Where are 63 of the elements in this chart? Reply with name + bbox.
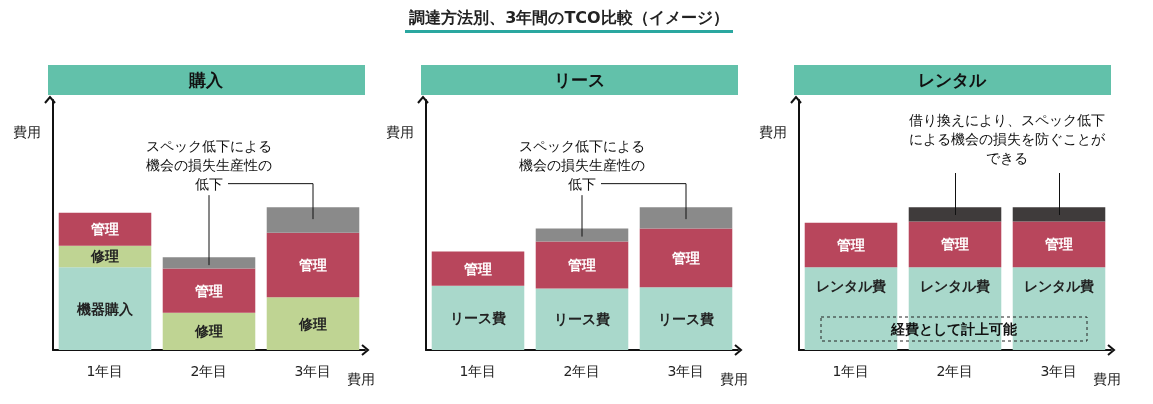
bar (431, 285, 525, 350)
bar (535, 241, 629, 289)
text: 管理 (568, 257, 596, 273)
series-label: 機器購入 (76, 300, 134, 317)
x-tick-label: 3年目 (1040, 363, 1078, 379)
chart-subtitle: レンタル (918, 70, 987, 90)
text: リース費 (658, 310, 714, 327)
bar (1012, 221, 1106, 268)
bar (908, 207, 1002, 222)
bar (1012, 207, 1106, 222)
x-axis-title: 費用 (1093, 371, 1121, 387)
text: リース費 (554, 311, 610, 328)
text: 管理 (941, 236, 969, 253)
text: レンタル費 (920, 278, 990, 295)
bar (58, 212, 152, 246)
bar (162, 312, 256, 350)
x-tick-label: 1年目 (832, 363, 870, 379)
bar (431, 251, 525, 286)
y-axis-title: 費用 (759, 123, 787, 140)
bar (58, 267, 152, 350)
x-tick-label: 2年目 (936, 363, 974, 379)
chart-subtitle: リース (553, 70, 605, 90)
chart-subtitle: 購入 (188, 70, 224, 90)
series-label: 管理 (836, 237, 865, 253)
bar (639, 228, 733, 288)
bar (162, 268, 256, 313)
bar (266, 207, 360, 233)
x-axis-title: 費用 (720, 371, 748, 387)
annotation: スペック低下による機会の損失生産性の低下 (146, 137, 272, 192)
bar (535, 228, 629, 242)
text: 管理 (1045, 236, 1073, 253)
y-axis-title: 費用 (386, 123, 414, 140)
bar (266, 297, 360, 350)
text: 管理 (672, 249, 700, 266)
annotation: 経費として計上可能 (890, 321, 1018, 337)
series-label: 管理 (463, 260, 492, 277)
text: 管理 (299, 257, 327, 273)
x-tick-label: 3年目 (667, 363, 705, 379)
text: レンタル費 (1024, 278, 1094, 295)
series-label: 管理 (90, 221, 119, 238)
bar (266, 232, 360, 298)
bar (639, 287, 733, 350)
bar (535, 288, 629, 350)
series-label: 修理 (90, 248, 119, 265)
text: 修理 (195, 323, 223, 340)
chart-title: 調達方法別、3年間のTCO比較（イメージ） (405, 8, 733, 33)
x-tick-label: 3年目 (294, 363, 332, 379)
x-tick-label: 2年目 (190, 363, 228, 379)
x-tick-label: 1年目 (459, 363, 497, 379)
bar (908, 221, 1002, 268)
x-tick-label: 2年目 (563, 363, 601, 379)
bar (162, 257, 256, 269)
annotation: スペック低下による機会の損失生産性の低下 (519, 137, 645, 192)
series-label: レンタル費 (816, 278, 886, 295)
y-axis-title: 費用 (13, 123, 41, 140)
text: 修理 (299, 315, 327, 332)
x-tick-label: 1年目 (86, 363, 124, 379)
text: 借り換えにより、スペック低下による機会の損失を防ぐことができる (909, 111, 1106, 166)
bar (639, 207, 733, 229)
series-label: リース費 (450, 309, 506, 326)
bar (804, 222, 898, 268)
text: 管理 (195, 282, 223, 299)
x-axis-title: 費用 (347, 371, 375, 387)
